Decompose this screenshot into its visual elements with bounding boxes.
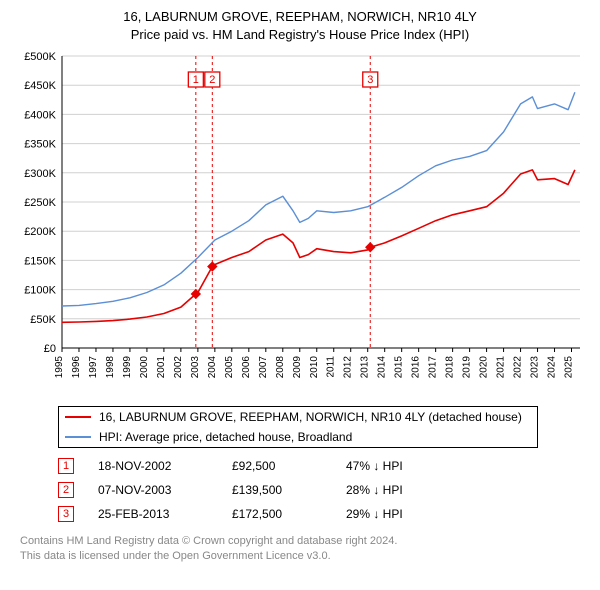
footer-attribution: Contains HM Land Registry data © Crown c… [20, 534, 590, 564]
svg-text:£0: £0 [44, 343, 56, 355]
svg-text:£300K: £300K [24, 168, 56, 180]
svg-text:3: 3 [367, 74, 373, 86]
line-chart: £0 £50K £100K £150K £200K £250K £300K £350K £400… [10, 48, 590, 398]
svg-text:2006: 2006 [241, 356, 252, 379]
svg-text:2004: 2004 [207, 356, 218, 379]
svg-text:2017: 2017 [428, 356, 439, 379]
svg-text:2018: 2018 [445, 356, 456, 379]
event-date-3: 25-FEB-2013 [98, 507, 208, 521]
footer-line1: Contains HM Land Registry data © Crown c… [20, 534, 590, 549]
svg-text:1999: 1999 [122, 356, 133, 379]
svg-text:£150K: £150K [24, 256, 56, 268]
legend-row-hpi: HPI: Average price, detached house, Broa… [59, 427, 537, 447]
page-root: 16, LABURNUM GROVE, REEPHAM, NORWICH, NR… [0, 0, 600, 570]
svg-text:2022: 2022 [513, 356, 524, 379]
event-row-2: 2 07-NOV-2003 £139,500 28% ↓ HPI [58, 478, 590, 502]
chart-container: £0 £50K £100K £150K £200K £250K £300K £350K £400… [10, 48, 590, 398]
svg-text:2023: 2023 [530, 356, 541, 379]
legend-label-hpi: HPI: Average price, detached house, Broa… [99, 430, 352, 444]
svg-text:1996: 1996 [71, 356, 82, 379]
svg-text:£250K: £250K [24, 197, 56, 209]
svg-text:£350K: £350K [24, 139, 56, 151]
svg-text:£200K: £200K [24, 227, 56, 239]
legend-swatch-hpi [65, 436, 91, 438]
event-date-2: 07-NOV-2003 [98, 483, 208, 497]
svg-text:£450K: £450K [24, 81, 56, 93]
svg-text:£100K: £100K [24, 285, 56, 297]
svg-text:2013: 2013 [360, 356, 371, 379]
legend: 16, LABURNUM GROVE, REEPHAM, NORWICH, NR… [58, 406, 538, 448]
svg-text:2009: 2009 [292, 356, 303, 379]
svg-text:2005: 2005 [224, 356, 235, 379]
svg-text:2024: 2024 [547, 356, 558, 379]
event-diff-3: 29% ↓ HPI [346, 507, 466, 521]
event-row-1: 1 18-NOV-2002 £92,500 47% ↓ HPI [58, 454, 590, 478]
svg-text:2008: 2008 [275, 356, 286, 379]
event-price-2: £139,500 [232, 483, 322, 497]
svg-text:2: 2 [209, 74, 215, 86]
svg-text:£400K: £400K [24, 110, 56, 122]
svg-text:2021: 2021 [496, 356, 507, 379]
svg-text:2000: 2000 [139, 356, 150, 379]
event-diff-1: 47% ↓ HPI [346, 459, 466, 473]
svg-text:2010: 2010 [309, 356, 320, 379]
svg-text:2002: 2002 [173, 356, 184, 379]
svg-text:2014: 2014 [377, 356, 388, 379]
svg-text:2015: 2015 [394, 356, 405, 379]
event-marker-2: 2 [58, 482, 74, 498]
event-price-1: £92,500 [232, 459, 322, 473]
legend-label-property: 16, LABURNUM GROVE, REEPHAM, NORWICH, NR… [99, 410, 522, 424]
event-marker-1: 1 [58, 458, 74, 474]
legend-row-property: 16, LABURNUM GROVE, REEPHAM, NORWICH, NR… [59, 407, 537, 427]
svg-text:£50K: £50K [30, 314, 56, 326]
svg-text:2007: 2007 [258, 356, 269, 379]
event-date-1: 18-NOV-2002 [98, 459, 208, 473]
svg-text:2016: 2016 [411, 356, 422, 379]
svg-text:2003: 2003 [190, 356, 201, 379]
event-marker-3: 3 [58, 506, 74, 522]
svg-text:2025: 2025 [564, 356, 575, 379]
svg-text:2001: 2001 [156, 356, 167, 379]
svg-text:2011: 2011 [326, 356, 337, 378]
svg-text:1997: 1997 [88, 356, 99, 379]
svg-text:2019: 2019 [462, 356, 473, 379]
svg-text:1: 1 [193, 74, 199, 86]
footer-line2: This data is licensed under the Open Gov… [20, 549, 590, 564]
title-address: 16, LABURNUM GROVE, REEPHAM, NORWICH, NR… [10, 8, 590, 26]
title-subtitle: Price paid vs. HM Land Registry's House … [10, 26, 590, 44]
svg-text:2020: 2020 [479, 356, 490, 379]
svg-text:2012: 2012 [343, 356, 354, 379]
legend-swatch-property [65, 416, 91, 418]
svg-text:£500K: £500K [24, 51, 56, 63]
event-table: 1 18-NOV-2002 £92,500 47% ↓ HPI 2 07-NOV… [58, 454, 590, 526]
event-diff-2: 28% ↓ HPI [346, 483, 466, 497]
svg-text:1995: 1995 [54, 356, 65, 379]
chart-title: 16, LABURNUM GROVE, REEPHAM, NORWICH, NR… [10, 8, 590, 44]
svg-text:1998: 1998 [105, 356, 116, 379]
event-row-3: 3 25-FEB-2013 £172,500 29% ↓ HPI [58, 502, 590, 526]
event-price-3: £172,500 [232, 507, 322, 521]
